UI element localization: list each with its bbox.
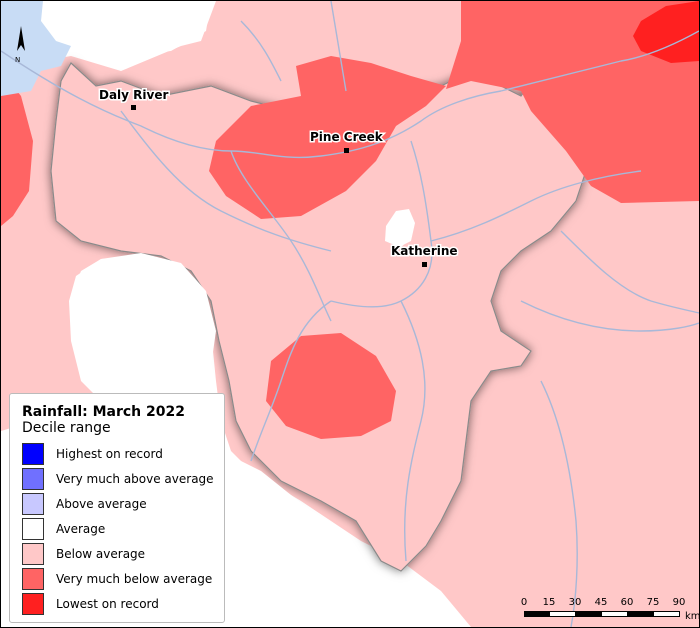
town-marker-pine-creek[interactable] (344, 148, 349, 153)
scale-tick: 30 (568, 597, 582, 608)
legend-label: Average (56, 521, 106, 536)
scale-bar: 0 15 30 45 60 75 90 km (518, 597, 700, 623)
scale-segment (575, 611, 602, 617)
legend-swatch (22, 442, 44, 465)
sea-water (1, 1, 71, 96)
legend-item-below: Below average (22, 541, 224, 566)
town-marker-katherine[interactable] (422, 262, 427, 267)
very-much-below-average-east (446, 1, 699, 203)
legend-swatch (22, 492, 44, 515)
very-much-below-average-west-edge (1, 71, 33, 226)
scale-segment (653, 611, 680, 617)
legend-item-above: Above average (22, 491, 224, 516)
scale-segment (627, 611, 654, 617)
scale-segment (601, 611, 628, 617)
legend-label: Highest on record (56, 446, 163, 461)
map-legend: Rainfall: March 2022 Decile range Highes… (9, 393, 225, 623)
very-much-below-average-south (266, 333, 396, 439)
town-label-katherine: Katherine (391, 244, 458, 258)
north-arrow-icon (17, 26, 25, 51)
legend-subtitle: Decile range (22, 420, 111, 436)
town-label-daly-river: Daly River (99, 88, 168, 102)
legend-swatch (22, 467, 44, 490)
legend-swatch (22, 542, 44, 565)
scale-tick: 90 (672, 597, 686, 608)
north-arrow-label: N (15, 56, 20, 64)
scale-tick: 45 (594, 597, 608, 608)
legend-label: Below average (56, 546, 146, 561)
town-label-pine-creek: Pine Creek (310, 130, 384, 144)
legend-label: Very much above average (56, 471, 214, 486)
legend-label: Very much below average (56, 571, 213, 586)
scale-tick: 0 (520, 597, 528, 608)
average-area-katherine (385, 209, 415, 247)
scale-tick: 15 (542, 597, 556, 608)
legend-item-highest: Highest on record (22, 441, 224, 466)
legend-label: Above average (56, 496, 147, 511)
scale-tick: 75 (646, 597, 660, 608)
scale-tick: 60 (620, 597, 634, 608)
legend-item-lowest: Lowest on record (22, 591, 224, 616)
average-area-west-lobe (71, 253, 216, 391)
very-much-below-average-pine-creek (209, 56, 446, 219)
legend-item-very-much-above: Very much above average (22, 466, 224, 491)
legend-item-average: Average (22, 516, 224, 541)
scale-segment (524, 611, 550, 617)
legend-title: Rainfall: March 2022 (22, 404, 185, 420)
scale-segment (549, 611, 576, 617)
legend-swatch (22, 592, 44, 615)
town-marker-daly-river[interactable] (131, 105, 136, 110)
lowest-on-record-northeast (633, 1, 699, 63)
scale-unit: km (685, 611, 700, 622)
legend-swatch (22, 517, 44, 540)
average-area-north (41, 1, 211, 56)
legend-item-very-much-below: Very much below average (22, 566, 224, 591)
legend-swatch (22, 567, 44, 590)
legend-label: Lowest on record (56, 596, 159, 611)
north-arrow (17, 26, 25, 51)
